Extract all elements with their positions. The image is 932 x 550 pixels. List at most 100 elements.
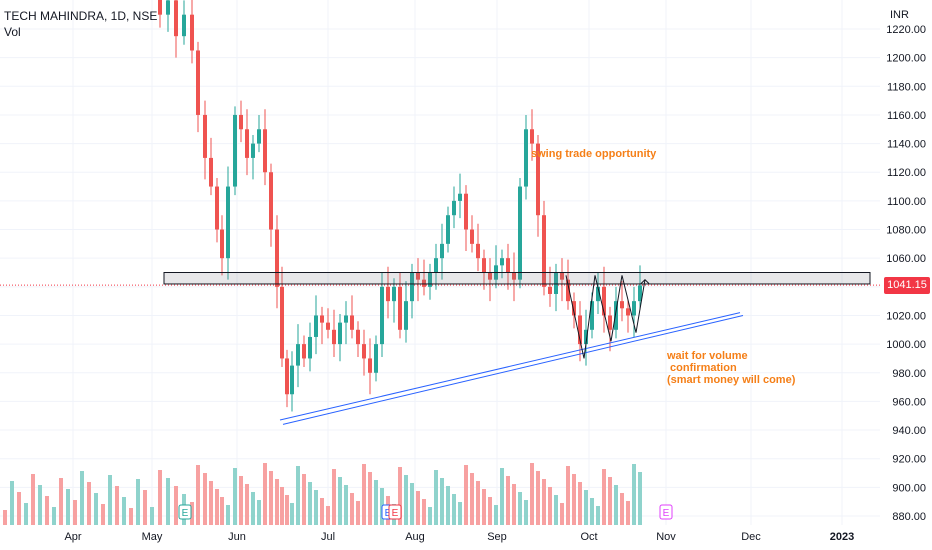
volume-bar [362,464,366,525]
price-tick-label: 1160.00 [887,110,926,122]
candle-body [190,14,194,51]
volume-bar [59,478,63,525]
price-tick-label: 1020.00 [886,310,926,322]
annotation-wait-3[interactable]: (smart money will come) [667,374,796,386]
volume-bar [73,500,77,525]
volume-bar [482,489,486,525]
annotation-wait-2[interactable]: confirmation [667,362,737,374]
volume-bar [446,486,450,525]
candle-body [428,272,432,287]
price-tick-label: 940.00 [892,425,926,437]
volume-bar [548,487,552,525]
volume-bar [17,492,21,525]
candle-body [326,322,330,330]
candle-body [296,344,300,366]
candle-body [239,114,243,130]
candle-body [464,193,468,230]
volume-bar [428,507,432,525]
candle-body [416,272,420,280]
volume-bar [136,479,140,525]
candle-body [458,193,462,201]
candle-body [332,329,336,345]
volume-bar [470,473,474,525]
volume-bar [115,486,119,525]
volume-bar [338,477,342,525]
volume-bar [166,478,170,525]
annotation-swing[interactable]: swing trade opportunity [531,148,657,160]
symbol-title[interactable]: TECH MAHINDRA, 1D, NSE [4,9,158,23]
candle-body [392,286,396,302]
candle-body [209,157,213,187]
volume-bar [122,497,126,525]
candle-body [632,301,636,316]
volume-bar [332,469,336,525]
earnings-marker-label: E [392,508,399,519]
candle-body [536,143,540,216]
candle-body [488,272,492,280]
volume-bar [226,505,230,525]
volume-bar [368,472,372,525]
volume-bar [464,465,468,525]
volume-bar [458,502,462,525]
volume-bar [590,498,594,525]
candle-body [590,301,594,330]
volume-bar [66,489,70,525]
earnings-marker-label: E [385,508,392,519]
candle-body [596,286,600,302]
candle-body [434,258,438,273]
annotation-wait-1[interactable]: wait for volume [667,350,748,362]
volume-bar [578,482,582,525]
candle-body [398,286,402,330]
volume-bar [374,480,378,525]
price-tick-label: 1060.00 [886,253,926,265]
candle-body [203,114,207,158]
price-tick-label: 900.00 [892,482,926,494]
candle-body [362,344,366,359]
candle-body [548,286,552,294]
volume-bar [632,464,636,525]
earnings-marker [659,504,673,520]
volume-bar [296,466,300,525]
volume-bar [24,503,28,525]
volume-bar [494,505,498,525]
candle-body [263,129,267,173]
price-tick-label: 1120.00 [887,167,926,179]
volume-bar [196,465,200,525]
time-tick-label: Jul [321,531,335,543]
volume-bar [190,502,194,525]
volume-bar [38,485,42,525]
volume-bar [326,506,330,525]
volume-bar [129,508,133,525]
volume-bar [158,470,162,525]
time-tick-label: Dec [741,531,761,543]
candle-body [410,272,414,302]
candle-body [285,358,289,395]
support-zone [163,272,871,285]
volume-bar [320,498,324,525]
time-tick-label: Jun [228,531,246,543]
price-tick-label: 1220.00 [886,24,926,36]
volume-bar [215,489,219,525]
trendline-upper [279,312,741,421]
volume-bar [602,469,606,525]
volume-bar [524,500,528,525]
volume-bar [45,496,49,525]
volume-bar [269,471,273,525]
candle-body [614,301,618,330]
candle-body [584,329,588,345]
volume-bar [52,507,56,525]
volume-bar [398,467,402,525]
legend: TECH MAHINDRA, 1D, NSE Vol [4,8,157,40]
candle-body [220,229,224,259]
candle-body [368,358,372,373]
candle-body [380,286,384,345]
volume-bar [209,481,213,525]
price-tick-label: 1000.00 [886,339,926,351]
volume-label[interactable]: Vol [4,25,21,39]
candle-body [422,279,426,287]
volume-bar [404,475,408,525]
drawings [163,272,871,425]
candle-body [560,272,564,280]
